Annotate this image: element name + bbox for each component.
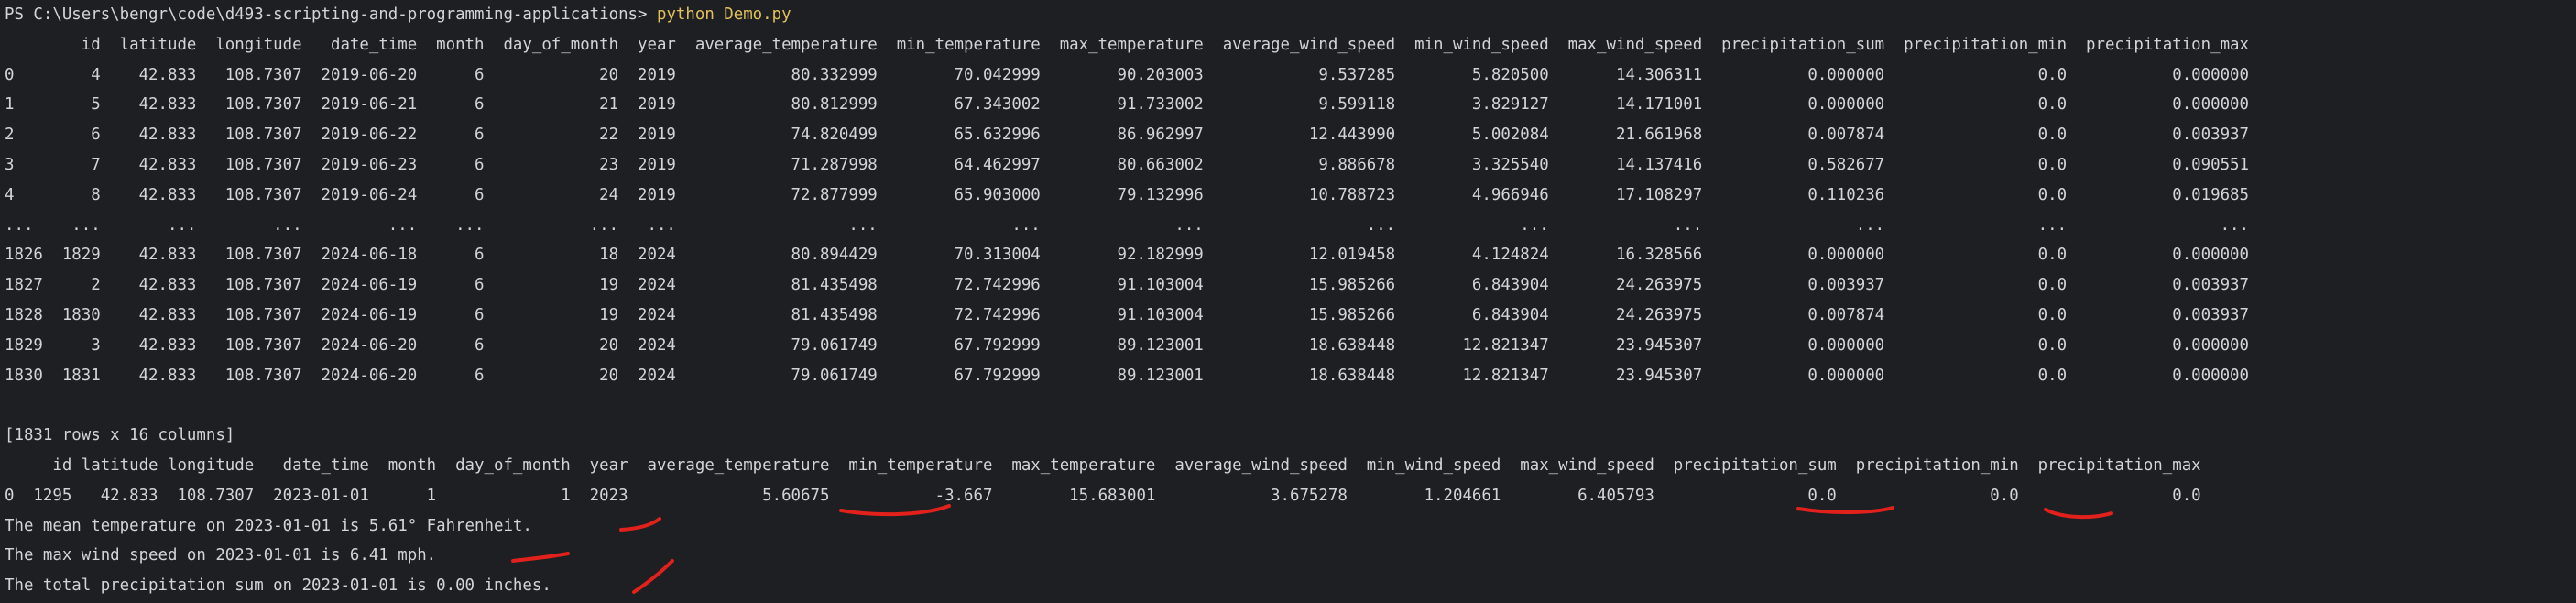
table-row: 2 6 42.833 108.7307 2019-06-22 6 22 2019… bbox=[5, 126, 2249, 145]
terminal-output: PS C:\Users\bengr\code\d493-scripting-an… bbox=[5, 0, 2249, 601]
prompt-line: PS C:\Users\bengr\code\d493-scripting-an… bbox=[5, 0, 2249, 30]
table-row: 3 7 42.833 108.7307 2019-06-23 6 23 2019… bbox=[5, 155, 2249, 174]
table-row-ellipsis: ... ... ... ... ... ... ... ... ... ... … bbox=[5, 215, 2249, 235]
table-row: 1829 3 42.833 108.7307 2024-06-20 6 20 2… bbox=[5, 335, 2249, 355]
table2-header: id latitude longitude date_time month da… bbox=[5, 455, 2201, 475]
table-row: 1828 1830 42.833 108.7307 2024-06-19 6 1… bbox=[5, 305, 2249, 324]
table-row: 1826 1829 42.833 108.7307 2024-06-18 6 1… bbox=[5, 246, 2249, 265]
table-row: 1830 1831 42.833 108.7307 2024-06-20 6 2… bbox=[5, 366, 2249, 385]
table-row: 1827 2 42.833 108.7307 2024-06-19 6 19 2… bbox=[5, 276, 2249, 295]
blank-line bbox=[5, 390, 2249, 421]
table-row: 4 8 42.833 108.7307 2019-06-24 6 24 2019… bbox=[5, 185, 2249, 204]
max-wind-speed-message: The max wind speed on 2023-01-01 is 6.41… bbox=[5, 546, 437, 565]
table1-summary: [1831 rows x 16 columns] bbox=[5, 426, 235, 445]
table2-row: 0 1295 42.833 108.7307 2023-01-01 1 1 20… bbox=[5, 486, 2201, 505]
table1-header: id latitude longitude date_time month da… bbox=[5, 35, 2249, 54]
table-row: 1 5 42.833 108.7307 2019-06-21 6 21 2019… bbox=[5, 95, 2249, 115]
command-text: python Demo.py bbox=[656, 5, 791, 24]
prompt-path: PS C:\Users\bengr\code\d493-scripting-an… bbox=[5, 5, 657, 24]
precipitation-sum-message: The total precipitation sum on 2023-01-0… bbox=[5, 576, 551, 596]
table-row: 0 4 42.833 108.7307 2019-06-20 6 20 2019… bbox=[5, 65, 2249, 84]
mean-temperature-message: The mean temperature on 2023-01-01 is 5.… bbox=[5, 516, 532, 535]
